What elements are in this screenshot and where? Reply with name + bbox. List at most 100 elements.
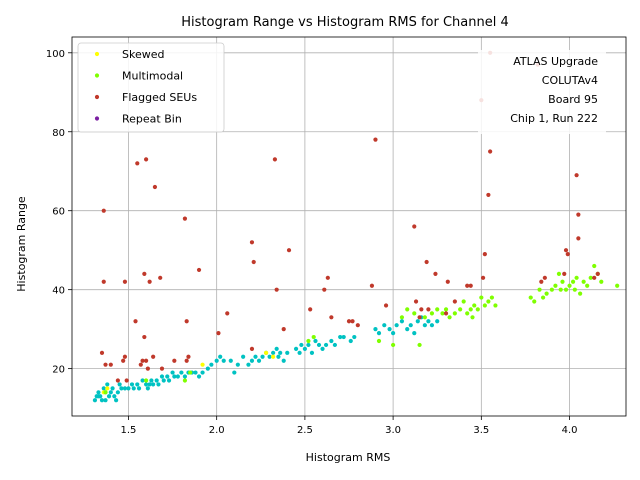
data-point xyxy=(253,354,258,359)
data-point xyxy=(172,358,177,363)
data-point xyxy=(101,279,106,284)
data-point xyxy=(465,311,470,316)
data-point xyxy=(316,342,322,348)
data-point xyxy=(140,358,145,363)
data-point xyxy=(470,315,475,320)
data-point xyxy=(422,323,427,328)
data-point xyxy=(570,279,576,284)
data-point xyxy=(271,350,276,355)
data-point xyxy=(249,240,255,245)
data-point xyxy=(440,311,445,316)
legend-label: Repeat Bin xyxy=(122,113,182,126)
data-point xyxy=(106,394,112,399)
legend-marker xyxy=(94,116,100,121)
data-point xyxy=(306,342,311,348)
data-point xyxy=(156,382,161,387)
legend-box xyxy=(77,42,225,133)
data-point xyxy=(369,283,375,288)
data-point xyxy=(274,287,279,292)
data-point xyxy=(170,370,175,375)
data-point xyxy=(293,346,299,351)
data-point xyxy=(147,382,152,387)
data-point xyxy=(338,334,343,340)
data-point xyxy=(493,303,498,308)
data-point xyxy=(122,279,128,284)
data-point xyxy=(96,390,101,395)
data-point xyxy=(373,327,378,332)
data-point xyxy=(306,338,311,344)
data-point xyxy=(103,398,108,403)
data-point xyxy=(161,378,166,383)
data-point xyxy=(142,334,147,340)
data-point xyxy=(382,323,387,328)
data-point xyxy=(271,354,276,359)
data-point xyxy=(567,283,572,288)
legend-marker xyxy=(94,73,100,78)
data-point xyxy=(537,287,542,292)
data-point xyxy=(576,236,581,241)
y-axis-label: Histogram Range xyxy=(15,196,28,292)
data-points xyxy=(92,50,620,403)
data-point xyxy=(286,248,292,253)
data-point xyxy=(297,350,302,355)
data-point xyxy=(196,374,202,379)
data-point xyxy=(585,283,590,288)
data-point xyxy=(323,342,329,348)
data-point xyxy=(274,346,279,351)
data-point xyxy=(443,307,449,312)
data-point xyxy=(322,287,327,292)
data-point xyxy=(376,338,382,344)
axis-ticks: 1.5 2.0 2.5 3.0 3.5 4.0 20 40 60 80 100 xyxy=(46,49,578,436)
data-point xyxy=(482,252,487,257)
data-point xyxy=(122,386,128,391)
annotation-background xyxy=(478,50,606,134)
data-point xyxy=(186,354,191,359)
data-point xyxy=(615,283,620,288)
data-point xyxy=(325,275,330,280)
data-point xyxy=(452,299,457,304)
annotation-box: ATLAS Upgrade COLUTAv4 Board 95 Chip 1, Run… xyxy=(478,50,606,134)
data-point xyxy=(429,311,435,316)
legend: Skewed Multimodal Flagged SEUs Repeat Bin xyxy=(77,42,225,133)
data-point xyxy=(486,299,491,304)
data-point xyxy=(313,338,318,344)
data-point xyxy=(126,386,131,391)
data-point xyxy=(480,275,486,280)
data-point xyxy=(468,307,473,312)
data-point xyxy=(235,362,240,367)
data-point xyxy=(373,137,378,142)
data-point xyxy=(133,319,138,324)
data-point xyxy=(544,291,549,296)
data-point xyxy=(352,334,357,340)
data-point xyxy=(391,330,396,336)
data-point xyxy=(408,323,413,328)
data-point xyxy=(158,275,163,280)
data-point xyxy=(122,354,128,359)
data-point xyxy=(422,315,427,320)
data-point xyxy=(145,386,150,391)
plot-frame xyxy=(71,36,627,417)
data-point xyxy=(281,327,286,332)
data-point xyxy=(415,319,420,324)
data-point xyxy=(246,362,251,367)
data-point xyxy=(144,382,149,387)
data-point xyxy=(179,370,184,375)
data-point xyxy=(574,275,579,280)
data-point xyxy=(320,346,325,351)
data-point xyxy=(311,334,316,340)
data-point xyxy=(209,362,214,367)
data-point xyxy=(383,303,389,308)
data-point xyxy=(228,358,233,363)
annotation-line: ATLAS Upgrade xyxy=(513,55,598,68)
data-point xyxy=(184,319,189,324)
data-point xyxy=(256,358,262,363)
data-point xyxy=(92,398,98,403)
data-point xyxy=(99,350,105,355)
data-point xyxy=(391,342,396,348)
data-point xyxy=(572,287,577,292)
data-point xyxy=(276,354,281,359)
data-point xyxy=(263,350,269,355)
data-point xyxy=(117,382,122,387)
data-point xyxy=(135,161,140,166)
